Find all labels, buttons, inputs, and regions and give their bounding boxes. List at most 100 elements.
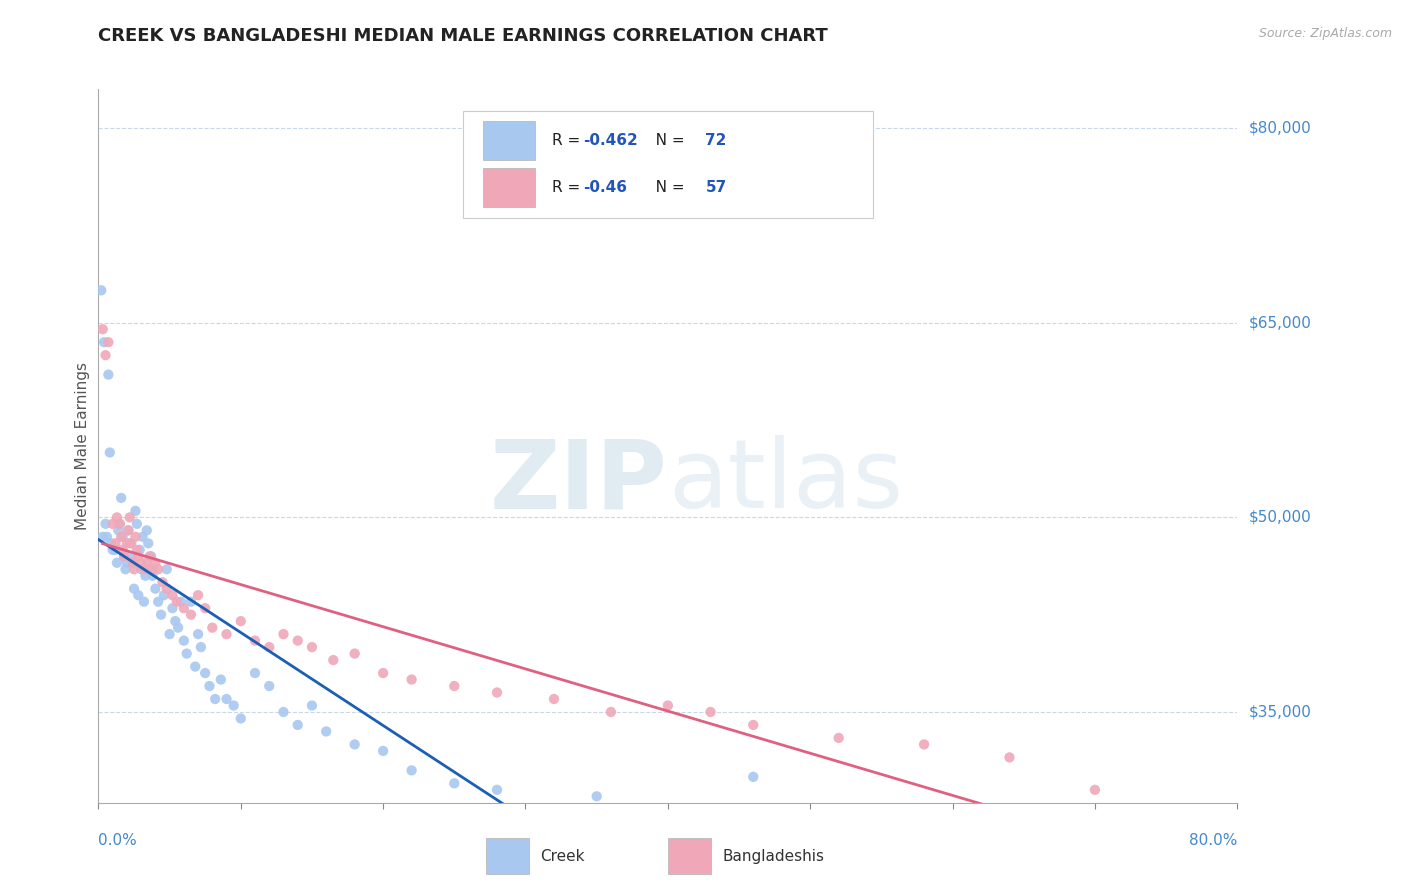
Point <box>209 673 232 687</box>
Text: Bangladeshis: Bangladeshis <box>723 849 824 863</box>
Y-axis label: Median Male Earnings: Median Male Earnings <box>75 362 90 530</box>
Point <box>138 549 160 564</box>
Point <box>111 530 134 544</box>
Text: R =: R = <box>551 133 585 148</box>
Point <box>104 542 127 557</box>
Point <box>131 530 153 544</box>
Text: 80.0%: 80.0% <box>1189 833 1237 848</box>
Point <box>343 647 366 661</box>
Point <box>120 536 142 550</box>
Point <box>173 633 195 648</box>
Point <box>287 718 309 732</box>
Text: N =: N = <box>641 133 689 148</box>
Point <box>222 698 245 713</box>
Point <box>156 582 179 596</box>
Point <box>156 562 179 576</box>
Point <box>127 588 149 602</box>
Point <box>132 595 155 609</box>
Point <box>301 640 323 654</box>
Point <box>229 711 252 725</box>
FancyBboxPatch shape <box>668 838 711 874</box>
Point <box>401 764 423 778</box>
Point <box>129 562 152 576</box>
Text: 72: 72 <box>706 133 727 148</box>
Point <box>101 516 124 531</box>
Point <box>165 614 187 628</box>
Point <box>153 588 176 602</box>
Point <box>229 614 252 628</box>
Point <box>343 738 366 752</box>
Point <box>127 549 149 564</box>
Point <box>180 595 202 609</box>
Point <box>141 562 163 576</box>
Point <box>259 679 281 693</box>
Point <box>215 692 238 706</box>
Point <box>600 705 623 719</box>
Point <box>118 536 141 550</box>
Point <box>190 640 212 654</box>
FancyBboxPatch shape <box>463 111 873 218</box>
Point <box>401 673 423 687</box>
Point <box>194 666 217 681</box>
Point <box>198 679 221 693</box>
Point <box>128 542 150 557</box>
Point <box>301 698 323 713</box>
Point <box>167 621 190 635</box>
Point <box>118 510 141 524</box>
Point <box>152 575 174 590</box>
Point <box>112 549 135 564</box>
Point <box>98 445 121 459</box>
Point <box>443 679 465 693</box>
Point <box>166 595 188 609</box>
Point <box>162 588 184 602</box>
Point <box>273 705 295 719</box>
Point <box>108 516 131 531</box>
Point <box>94 348 117 362</box>
Point <box>141 568 163 582</box>
Point <box>115 536 138 550</box>
Point <box>115 556 138 570</box>
Point <box>322 653 344 667</box>
Point <box>373 744 395 758</box>
Point <box>184 659 207 673</box>
Text: 0.0%: 0.0% <box>98 833 138 848</box>
Point <box>273 627 295 641</box>
Point <box>135 556 157 570</box>
Point <box>176 647 198 661</box>
FancyBboxPatch shape <box>484 168 534 207</box>
Point <box>259 640 281 654</box>
Text: $80,000: $80,000 <box>1249 120 1312 136</box>
Point <box>93 335 115 350</box>
Point <box>105 556 128 570</box>
Text: 57: 57 <box>706 180 727 195</box>
Text: atlas: atlas <box>668 435 903 528</box>
Point <box>148 562 170 576</box>
Point <box>187 588 209 602</box>
Text: R =: R = <box>551 180 585 195</box>
Point <box>125 516 148 531</box>
Point <box>486 782 509 797</box>
Point <box>121 556 143 570</box>
Point <box>201 621 224 635</box>
Point <box>742 770 765 784</box>
Point <box>134 568 156 582</box>
Point <box>101 542 124 557</box>
Point <box>742 718 765 732</box>
Point <box>136 536 159 550</box>
Text: Source: ZipAtlas.com: Source: ZipAtlas.com <box>1258 27 1392 40</box>
Text: Creek: Creek <box>540 849 585 863</box>
Point <box>315 724 337 739</box>
Point <box>699 705 721 719</box>
Point <box>97 368 120 382</box>
Point <box>108 516 131 531</box>
Point <box>145 582 167 596</box>
Point <box>187 627 209 641</box>
Point <box>585 789 607 804</box>
Point <box>287 633 309 648</box>
Text: -0.46: -0.46 <box>583 180 627 195</box>
Point <box>159 627 181 641</box>
Point <box>145 556 167 570</box>
Point <box>828 731 851 745</box>
Point <box>124 530 146 544</box>
Point <box>110 530 132 544</box>
